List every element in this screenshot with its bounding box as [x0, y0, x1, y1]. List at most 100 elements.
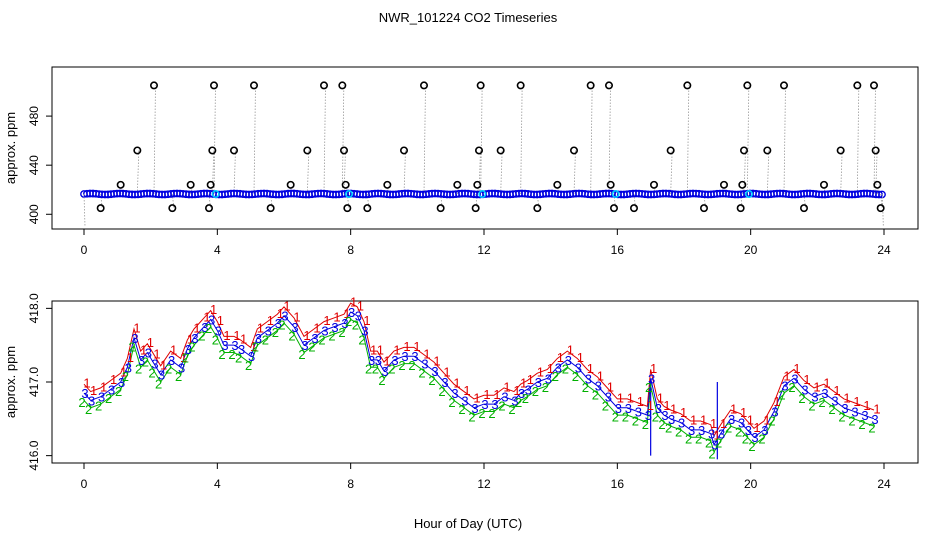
y-axis-label: approx. ppm	[3, 346, 18, 418]
outlier-point	[819, 180, 828, 189]
series-2-marker: 2	[345, 314, 352, 329]
hour-boundary-point	[211, 190, 220, 199]
series-1-marker: 1	[700, 413, 707, 428]
series-2-marker: 2	[105, 391, 112, 406]
series-3-marker: 3	[728, 412, 735, 427]
series-3-marker: 3	[451, 386, 458, 401]
series-1-marker: 1	[763, 413, 770, 428]
series-3-marker: 3	[238, 342, 245, 357]
outlier-point	[779, 81, 788, 90]
series-1-marker: 1	[597, 368, 604, 383]
series-1-marker: 1	[333, 309, 340, 324]
series-2-marker: 2	[188, 340, 195, 355]
x-tick-label: 20	[744, 243, 758, 257]
series-3-marker: 3	[751, 430, 758, 445]
outlier-point	[338, 81, 347, 90]
series-1-marker: 1	[513, 383, 520, 398]
series-3-marker: 3	[341, 316, 348, 331]
series-2-marker: 2	[508, 402, 515, 417]
spike-line	[740, 193, 743, 209]
outlier-point	[208, 146, 217, 155]
series-1-marker: 1	[303, 328, 310, 343]
series-2-marker: 2	[205, 321, 212, 336]
series-1-marker: 1	[383, 354, 390, 369]
series-3-marker: 3	[851, 404, 858, 419]
series-3-marker: 3	[688, 423, 695, 438]
series-2-marker: 2	[622, 410, 629, 425]
spike-line	[536, 193, 540, 209]
plot-frame	[51, 66, 919, 230]
outlier-point	[168, 204, 177, 213]
series-3-marker: 3	[158, 368, 165, 383]
hour-boundary-point	[478, 190, 487, 199]
series-2-marker: 2	[562, 362, 569, 377]
series-2-marker: 2	[858, 417, 865, 432]
series-1-marker: 1	[783, 368, 790, 383]
edge-line	[83, 194, 86, 227]
series-3-marker: 3	[481, 397, 488, 412]
series-2-marker: 2	[778, 388, 785, 403]
series-1-marker: 1	[443, 365, 450, 380]
x-tick-label: 8	[347, 477, 354, 491]
series-3-marker: 3	[375, 353, 382, 368]
series-2-marker: 2	[115, 384, 122, 399]
outlier-point	[649, 180, 658, 189]
series-3-marker: 3	[431, 364, 438, 379]
spike-line	[171, 193, 175, 209]
panel-hourly-detail: approx. ppm 0 4 8 12 16 20 24 416.0417.0418.0 …	[3, 293, 919, 491]
spike-line	[840, 150, 843, 195]
outlier-point	[666, 146, 675, 155]
series-1-marker: 1	[680, 405, 687, 420]
spike-line	[213, 85, 216, 195]
series-3-marker: 3	[361, 323, 368, 338]
series-3-marker: 3	[821, 386, 828, 401]
series-1-marker: 1	[223, 328, 230, 343]
series-1-marker: 1	[203, 309, 210, 324]
series-3-marker: 3	[131, 331, 138, 346]
series-2-marker: 2	[798, 391, 805, 406]
series-1-marker: 1	[740, 405, 747, 420]
hour-boundary-point	[344, 190, 353, 199]
series-1-marker: 1	[393, 343, 400, 358]
series-3-marker: 3	[575, 360, 582, 375]
series-1-marker: 1	[567, 343, 574, 358]
series-2-marker: 2	[278, 318, 285, 333]
series-3-marker: 3	[595, 379, 602, 394]
series-1-marker: 1	[187, 332, 194, 347]
series-1-marker: 1	[557, 350, 564, 365]
spike-line	[703, 193, 706, 209]
series-3-marker: 3	[635, 404, 642, 419]
series-3-marker: 3	[348, 305, 355, 320]
x-axis-ticks: 0 4 8 12 16 20 24	[81, 229, 891, 257]
series-1-marker: 1	[627, 390, 634, 405]
spike-line	[480, 85, 483, 195]
series-1-marker: 1	[313, 321, 320, 336]
series-1-marker: 1	[193, 321, 200, 336]
outlier-point	[343, 204, 352, 213]
series-3-marker: 3	[441, 375, 448, 390]
series-2-marker: 2	[398, 358, 405, 373]
series-3-marker: 3	[145, 346, 152, 361]
series-1-marker: 1	[293, 309, 300, 324]
series-2-marker: 2	[748, 439, 755, 454]
series-1-marker: 1	[413, 339, 420, 354]
series-2-marker: 2	[198, 329, 205, 344]
series-2-marker: 2	[818, 395, 825, 410]
series-2-marker: 2	[515, 395, 522, 410]
series-2-marker: 2	[532, 384, 539, 399]
series-1-marker: 1	[873, 402, 880, 417]
series-1-marker: 1	[577, 350, 584, 365]
series-2-marker: 2	[142, 354, 149, 369]
series-2-marker: 2	[318, 332, 325, 347]
spike-line	[573, 150, 576, 195]
series-3-marker: 3	[501, 390, 508, 405]
series-2-marker: 2	[378, 373, 385, 388]
series-3-marker: 3	[655, 401, 662, 416]
outlier-point	[799, 204, 808, 213]
series-2-marker: 2	[218, 347, 225, 362]
x-tick-label: 12	[477, 477, 491, 491]
series-3-marker: 3	[461, 393, 468, 408]
series-1-marker: 1	[833, 383, 840, 398]
outlier-point	[473, 180, 482, 189]
